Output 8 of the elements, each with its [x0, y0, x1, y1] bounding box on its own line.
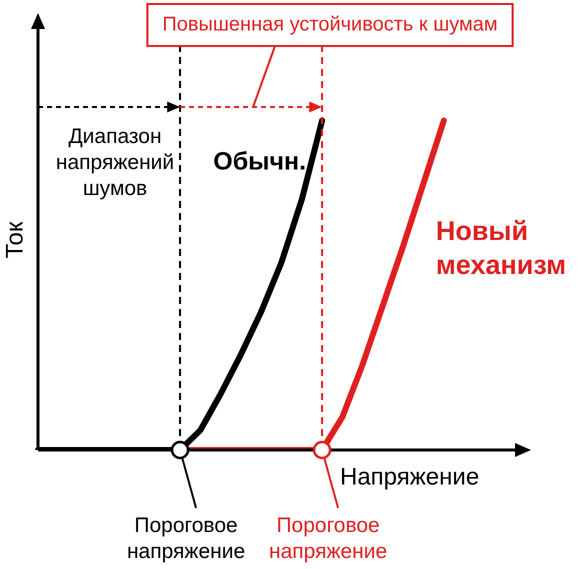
series-label: Обычн. [213, 147, 306, 176]
x-axis-title: Напряжение [340, 464, 480, 491]
text: Повышенная устойчивость к шумам [162, 14, 498, 36]
series-label: Новый механизм [436, 216, 566, 280]
y-axis-title: Ток [2, 221, 29, 258]
text: Пороговое напряжение [126, 514, 246, 563]
text: Пороговое напряжение [268, 514, 388, 563]
annotation: Диапазон напряжений шумов [56, 124, 174, 200]
